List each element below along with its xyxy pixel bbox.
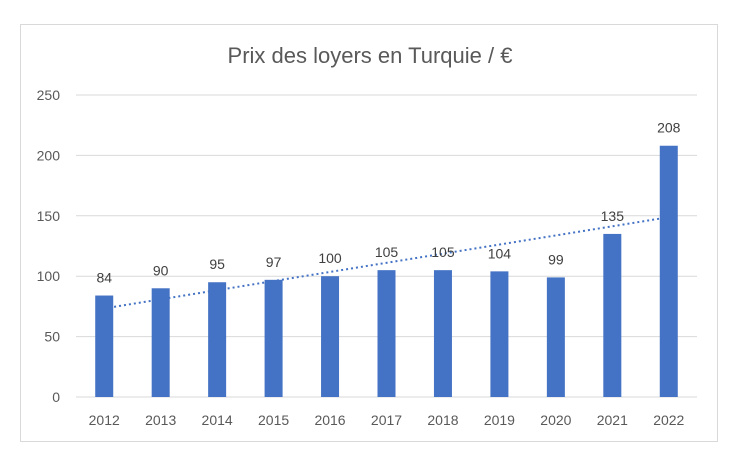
trendline xyxy=(104,216,669,310)
x-tick-label: 2021 xyxy=(597,412,628,428)
data-label: 105 xyxy=(375,244,399,260)
data-labels: 84 90 95 97 100 105 105 104 99 135 208 xyxy=(96,120,680,286)
bar xyxy=(546,277,565,397)
x-tick-label: 2012 xyxy=(89,412,120,428)
bar xyxy=(208,282,227,397)
data-label: 100 xyxy=(318,250,342,266)
x-tick-label: 2016 xyxy=(314,412,345,428)
chart-frame xyxy=(20,24,718,442)
y-tick-label: 0 xyxy=(52,389,60,405)
data-label: 104 xyxy=(488,245,512,261)
x-axis-tick-labels: 2012 2013 2014 2015 2016 2017 2018 2019 2020 2021… xyxy=(89,412,685,428)
y-tick-label: 150 xyxy=(37,208,61,224)
y-tick-label: 250 xyxy=(37,87,61,103)
y-tick-label: 50 xyxy=(44,329,60,345)
x-tick-label: 2020 xyxy=(540,412,571,428)
x-tick-label: 2019 xyxy=(484,412,515,428)
bar xyxy=(95,295,114,397)
x-tick-label: 2017 xyxy=(371,412,402,428)
x-tick-label: 2018 xyxy=(427,412,458,428)
x-tick-label: 2015 xyxy=(258,412,289,428)
bar xyxy=(490,271,509,397)
x-tick-label: 2022 xyxy=(653,412,684,428)
data-label: 99 xyxy=(548,251,564,267)
chart-title: Prix des loyers en Turquie / € xyxy=(228,43,513,68)
data-label: 84 xyxy=(96,270,112,286)
data-label: 97 xyxy=(266,254,282,270)
y-tick-label: 100 xyxy=(37,268,61,284)
gridlines xyxy=(76,94,697,398)
bar xyxy=(377,270,396,397)
data-label: 208 xyxy=(657,120,681,136)
bar xyxy=(264,279,283,397)
y-tick-label: 200 xyxy=(37,147,61,163)
data-label: 90 xyxy=(153,262,169,278)
x-tick-label: 2013 xyxy=(145,412,176,428)
data-label: 105 xyxy=(431,244,455,260)
bar xyxy=(433,270,452,397)
x-tick-label: 2014 xyxy=(202,412,233,428)
bar-series xyxy=(95,145,678,397)
y-axis-tick-labels: 0 50 100 150 200 250 xyxy=(37,87,61,405)
bar xyxy=(659,145,678,397)
bar xyxy=(151,288,170,397)
bar xyxy=(321,276,340,397)
bar xyxy=(603,233,622,397)
data-label: 95 xyxy=(209,256,225,272)
data-label: 135 xyxy=(601,208,625,224)
